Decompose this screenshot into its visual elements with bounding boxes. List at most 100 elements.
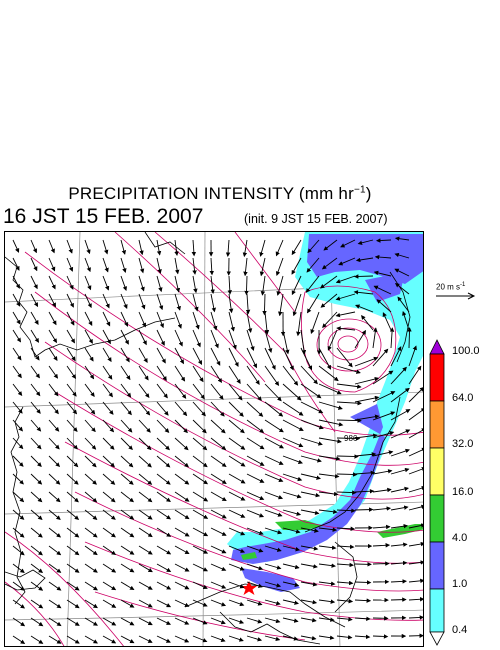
- wind-vector: [264, 635, 281, 642]
- wind-vector: [408, 428, 423, 439]
- wind-vector: [30, 365, 40, 379]
- wind-vector: [282, 635, 299, 641]
- wind-vector: [138, 401, 151, 416]
- wind-vector: [120, 509, 135, 520]
- wind-vector: [12, 617, 26, 627]
- wind-vector: [318, 527, 338, 532]
- wind-vector: [30, 239, 38, 254]
- wind-vector: [390, 409, 411, 421]
- wind-vector: [192, 257, 197, 275]
- wind-vector: [355, 257, 374, 263]
- wind-vector: [138, 527, 153, 538]
- wind-vector: [354, 329, 366, 349]
- wind-vector: [408, 365, 422, 385]
- wind-vector: [336, 490, 357, 495]
- wind-vector: [408, 541, 423, 547]
- wind-vector: [228, 293, 234, 314]
- wind-vector: [322, 311, 338, 328]
- wind-vector: [12, 275, 20, 289]
- wind-vector: [156, 491, 171, 503]
- wind-vector: [66, 599, 80, 609]
- wind-vector: [120, 329, 129, 345]
- wind-vector: [138, 473, 153, 485]
- wind-vector: [192, 275, 198, 294]
- wind-vector: [66, 437, 78, 450]
- wind-vector: [48, 545, 62, 556]
- wind-vector: [259, 239, 266, 257]
- wind-vector: [209, 257, 215, 276]
- wind-vector: [310, 311, 320, 335]
- wind-vector: [174, 581, 190, 590]
- wind-vector: [48, 239, 55, 254]
- wind-vector: [282, 599, 299, 605]
- wind-vector: [372, 348, 389, 367]
- wind-vector: [336, 544, 355, 550]
- wind-vector: [264, 347, 276, 371]
- wind-vector: [174, 563, 190, 572]
- wind-vector: [390, 387, 410, 403]
- wind-vector: [300, 491, 321, 498]
- wind-vector: [66, 617, 80, 626]
- wind-vector: [12, 491, 25, 503]
- wind-vector: [210, 617, 226, 625]
- wind-vector: [264, 617, 281, 624]
- wind-vector: [156, 383, 168, 399]
- wind-vector: [264, 419, 284, 433]
- wind-vector: [174, 365, 186, 382]
- wind-vector: [264, 509, 283, 517]
- wind-vector: [300, 563, 318, 569]
- wind-vector: [30, 563, 44, 574]
- wind-vector: [210, 581, 227, 589]
- wind-vector: [408, 523, 423, 529]
- wind-reference-arrow: [436, 292, 476, 300]
- wind-vector: [12, 419, 23, 432]
- wind-vector: [12, 311, 21, 325]
- wind-vector: [192, 311, 200, 330]
- wind-vector: [390, 542, 408, 547]
- wind-vector: [84, 545, 98, 556]
- wind-vector: [210, 401, 225, 417]
- wind-vector: [228, 401, 244, 417]
- wind-vector: [282, 329, 290, 355]
- wind-vector: [156, 419, 170, 433]
- wind-vector: [120, 257, 127, 273]
- wind-vector: [336, 580, 354, 586]
- wind-vector: [338, 257, 356, 266]
- wind-vector: [156, 599, 172, 608]
- wind-vector: [174, 275, 181, 293]
- wind-vector: [336, 418, 362, 423]
- wind-vector: [306, 257, 320, 273]
- wind-vector: [282, 455, 303, 464]
- wind-vector: [210, 419, 226, 434]
- wind-vector: [102, 437, 115, 450]
- wind-vector: [174, 635, 190, 643]
- colorbar-label-32: 32.0: [452, 438, 474, 450]
- wind-vector: [264, 581, 282, 588]
- wind-vector: [138, 545, 153, 555]
- wind-vector: [210, 563, 227, 571]
- wind-vector: [323, 239, 338, 251]
- wind-vector: [246, 635, 263, 642]
- wind-vector: [30, 509, 43, 520]
- wind-vector: [374, 254, 392, 260]
- wind-vector: [336, 526, 356, 532]
- wind-vector: [192, 527, 209, 537]
- wind-vector: [318, 635, 335, 640]
- wind-vector: [264, 473, 284, 482]
- wind-vector: [30, 383, 41, 397]
- wind-vector: [246, 455, 265, 466]
- wind-vector: [210, 455, 227, 468]
- wind-vector: [264, 329, 273, 353]
- wind-vector: [397, 296, 410, 313]
- wind-vector: [84, 401, 96, 415]
- wind-vector: [102, 239, 109, 255]
- wind-vector: [336, 347, 353, 368]
- wind-vector: [192, 329, 201, 348]
- wind-vector: [282, 563, 300, 570]
- wind-vector: [390, 597, 407, 602]
- wind-vector: [300, 329, 307, 355]
- wind-vector: [102, 473, 116, 485]
- wind-vector: [318, 401, 343, 410]
- wind-vector: [192, 347, 203, 365]
- wind-vector: [66, 527, 80, 538]
